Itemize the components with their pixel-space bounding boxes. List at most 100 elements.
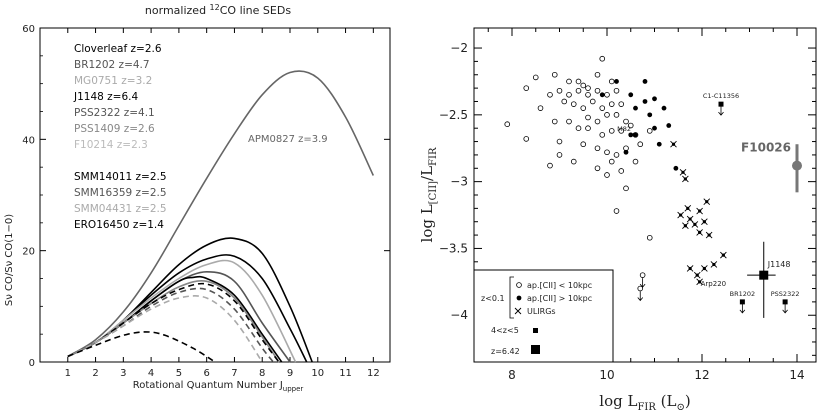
left-chart-title: normalized 12CO line SEDs — [145, 3, 291, 17]
x-tick-label: 11 — [339, 368, 352, 379]
left-legend-group-1: Cloverleaf z=2.6 BR1202 z=4.7 MG0751 z=3.2… — [73, 43, 162, 151]
left-x-ticks: 1 2 3 4 5 6 7 8 9 10 11 12 — [65, 28, 380, 379]
x-tick-label: 10 — [599, 368, 614, 382]
legend-entry-f10214: F10214 z=2.3 — [74, 139, 148, 151]
open-point — [632, 158, 639, 165]
x-tick-label: 5 — [176, 368, 182, 379]
legend-entry-mg0751: MG0751 z=3.2 — [74, 75, 152, 87]
left-y-ticks: 0 20 40 60 — [22, 24, 390, 369]
right-legend: z<0.1 ap.[CII] < 10kpc ap.[CII] > 10kpc … — [473, 269, 614, 363]
filled-point — [614, 79, 619, 84]
open-point — [504, 121, 511, 127]
ulirg-point-core — [698, 230, 702, 235]
open-point — [608, 78, 615, 85]
open-point — [556, 152, 563, 158]
point-f10026 — [792, 160, 802, 171]
right-x-ticks: 8 10 12 14 — [487, 28, 805, 382]
series-line-ero16450 — [67, 331, 216, 363]
open-point — [585, 125, 591, 131]
series-line-smm16359 — [67, 287, 274, 363]
left-legend-group-2: SMM14011 z=2.5 SMM16359 z=2.5 SMM04431 z=2… — [74, 171, 167, 231]
left-y-axis-label: Sν CO/Sν CO(1−0) — [4, 214, 15, 306]
right-y-ticks: −2 −2.5 −3 −3.5 −4 — [439, 41, 816, 356]
open-point — [566, 78, 572, 85]
point-br1202 — [739, 299, 745, 305]
labeled-points: M82 C1-C11356 BR1202 PSS2322 — [617, 92, 800, 314]
ulirg-point-core — [698, 209, 702, 213]
right-y-axis-label: log L[CII]/LFIR — [418, 147, 439, 242]
highlight-points: J1148 F10026 — [741, 141, 802, 318]
open-point — [523, 85, 530, 91]
open-point — [575, 125, 582, 131]
open-point — [637, 285, 644, 292]
ulirg-point-core — [686, 206, 690, 210]
ulirg-point-core — [707, 233, 711, 237]
x-tick-label: 7 — [231, 368, 237, 379]
legend-entry-pss2322: PSS2322 z=4.1 — [74, 107, 155, 119]
legend-group-a-label: z<0.1 — [481, 294, 505, 303]
open-point — [613, 87, 620, 94]
open-point — [599, 105, 606, 111]
open-point — [594, 87, 601, 94]
legend-group-c-label: z=6.42 — [491, 347, 520, 356]
open-point — [561, 98, 568, 105]
y-tick-label: −3 — [450, 175, 468, 189]
filled-point — [673, 165, 679, 171]
open-point — [575, 87, 582, 94]
x-tick-label: 10 — [311, 368, 324, 379]
x-tick-label: 8 — [508, 368, 516, 382]
open-point — [646, 128, 653, 134]
open-point — [618, 128, 625, 134]
label-m82: M82 — [617, 125, 631, 133]
open-point — [594, 145, 601, 152]
y-tick-label: 60 — [22, 24, 35, 35]
open-point — [608, 158, 615, 165]
open-point — [639, 272, 646, 278]
apm0827-annotation: APM0827 z=3.9 — [248, 134, 328, 145]
limit-arrow-br1202 — [739, 303, 746, 314]
x-tick-label: 14 — [789, 368, 804, 382]
filled-circle-points — [599, 79, 679, 171]
open-point — [566, 92, 572, 98]
open-point — [547, 162, 553, 169]
x-tick-label: 9 — [287, 368, 293, 379]
filled-point — [642, 79, 648, 84]
point-pss2322 — [782, 299, 788, 305]
point-j1148 — [759, 270, 769, 280]
label-pss2322: PSS2322 — [771, 290, 800, 298]
legend-ulirg-symbol — [514, 307, 522, 315]
open-point — [566, 118, 572, 125]
open-point — [585, 85, 591, 91]
ulirg-point-core — [712, 262, 716, 267]
y-tick-label: 20 — [22, 247, 35, 258]
open-point — [575, 78, 582, 85]
legend-group-b-label: 4<z<5 — [491, 326, 519, 335]
open-point — [585, 92, 591, 98]
open-point — [604, 92, 610, 98]
legend-entry-br1202: BR1202 z=4.7 — [74, 59, 150, 71]
open-circle-points — [504, 55, 653, 302]
open-point — [556, 87, 563, 94]
label-br1202: BR1202 — [730, 290, 756, 298]
legend-entry-pss1409: PSS1409 z=2.6 — [74, 123, 155, 135]
point-m82 — [632, 132, 638, 138]
y-tick-label: 40 — [22, 135, 35, 146]
y-tick-label: −4 — [450, 308, 468, 322]
filled-point — [666, 123, 672, 128]
filled-point — [628, 92, 634, 98]
ulirg-point-core — [693, 222, 697, 226]
legend-box — [473, 269, 614, 363]
right-x-axis-label: log LFIR (L⊙) — [599, 392, 690, 413]
open-point — [623, 118, 629, 125]
legend-group-b-symbol — [533, 328, 538, 333]
open-point — [618, 168, 625, 174]
legend-entry-j1148: J1148 z=6.4 — [73, 91, 138, 103]
series-line-smm04431 — [67, 295, 263, 363]
filled-point — [647, 112, 653, 118]
open-point — [599, 132, 606, 138]
open-point — [594, 71, 601, 78]
filled-point — [599, 92, 605, 98]
open-point — [618, 101, 625, 107]
left-sed-curves — [67, 70, 375, 363]
